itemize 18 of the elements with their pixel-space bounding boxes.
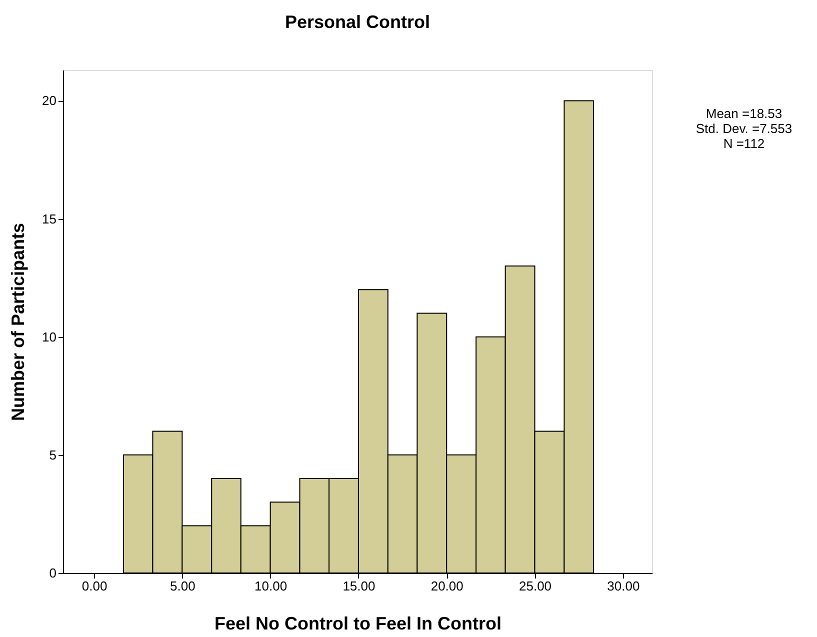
x-tick-label: 5.00 bbox=[170, 578, 196, 594]
x-tick-label: 30.00 bbox=[607, 578, 640, 594]
text: N =112 bbox=[723, 136, 765, 151]
y-tick-label: 0 bbox=[49, 566, 56, 580]
x-tick-label: 20.00 bbox=[430, 578, 464, 594]
chart-title: Personal Control bbox=[284, 12, 430, 32]
text: Mean =18.53 bbox=[706, 106, 782, 121]
y-tick-label: 15 bbox=[42, 211, 56, 226]
x-tick-label: 25.00 bbox=[518, 578, 552, 594]
y-tick-label: 10 bbox=[42, 329, 56, 344]
y-axis-title: Number of Participants bbox=[8, 222, 28, 422]
x-tick-label: 15.00 bbox=[342, 578, 376, 594]
x-axis-title: Feel No Control to Feel In Control bbox=[214, 614, 502, 634]
y-tick-label: 5 bbox=[49, 447, 56, 462]
x-tick-label: 10.00 bbox=[254, 578, 288, 594]
y-tick-label: 20 bbox=[42, 93, 56, 108]
text: Std. Dev. =7.553 bbox=[696, 121, 792, 136]
x-tick-label: 0.00 bbox=[82, 578, 108, 594]
